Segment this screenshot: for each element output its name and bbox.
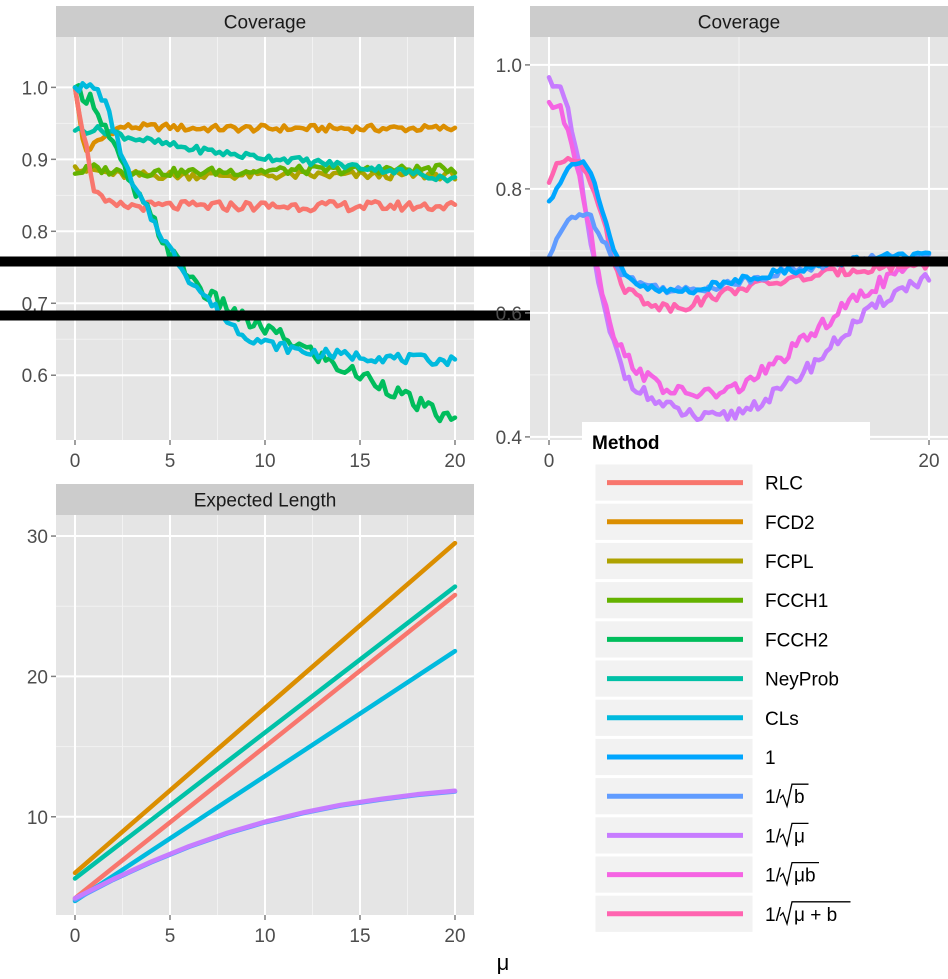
series-line-cls	[72, 648, 458, 904]
series-line-inv-sqrt-mub	[546, 99, 932, 400]
y-tick-label: 0.8	[496, 180, 522, 201]
panel-title: Coverage	[224, 13, 306, 34]
legend-title: Method	[592, 433, 660, 454]
legend-label-prefix: 1/	[765, 866, 782, 887]
x-tick-label: 0	[70, 926, 81, 947]
legend-label: RLC	[765, 474, 803, 495]
x-tick-label: 10	[254, 926, 275, 947]
series-line-rlc	[72, 85, 458, 214]
y-tick-label: 1.0	[22, 78, 48, 99]
legend-label: CLs	[765, 709, 799, 730]
x-tick-label: 0	[544, 451, 555, 472]
series-line-fcd2	[72, 85, 458, 154]
series-line-cls	[72, 81, 458, 368]
sqrt-sign	[779, 861, 819, 887]
legend-item: 1	[594, 737, 776, 777]
coverage-panel-right: Coverage 0 20 0.4 0.6 0.8 1.0	[0, 6, 948, 472]
y-tick-label: 20	[27, 667, 48, 688]
y-tick-label: 0.9	[22, 150, 48, 171]
y-tick-label: 0.8	[22, 222, 48, 243]
x-axis-title: μ	[497, 950, 510, 975]
x-tick-label: 20	[918, 451, 939, 472]
y-tick-label: 0.6	[496, 304, 522, 325]
legend-item: 1/b	[594, 777, 809, 816]
legend-item: 1/μb	[594, 855, 819, 894]
panel-title: Expected Length	[194, 491, 337, 512]
legend-item: FCCH2	[594, 620, 828, 659]
x-tick-label: 5	[165, 451, 176, 472]
legend-label-prefix: 1/	[765, 826, 782, 847]
panel-strip	[56, 6, 474, 37]
legend-item: 1/μ + b	[594, 894, 851, 933]
panel-title: Coverage	[698, 13, 780, 34]
series-line-fcd2	[72, 540, 458, 876]
legend-label: FCD2	[765, 513, 815, 534]
series-line-neyprob	[72, 124, 458, 184]
minor-gridlines	[530, 37, 948, 440]
legend-label-prefix: 1/	[765, 905, 782, 926]
legend-item: FCD2	[594, 502, 815, 541]
major-gridlines	[56, 515, 474, 915]
legend-label-radicand: μ	[794, 826, 805, 847]
legend-label-prefix: 1/	[765, 787, 782, 808]
series-group	[72, 540, 458, 904]
legend-label-radicand: μ + b	[794, 905, 837, 926]
legend-label: NeyProb	[765, 670, 839, 691]
sqrt-sign	[779, 783, 809, 809]
y-tick-label: 0.6	[22, 366, 48, 387]
legend-label: FCCH2	[765, 630, 828, 651]
legend-label-radicand: b	[794, 787, 805, 808]
legend-label-radicand: μb	[794, 866, 816, 887]
x-tick-label: 15	[349, 451, 370, 472]
y-tick-label: 10	[27, 808, 48, 829]
y-tick-label: 30	[27, 527, 48, 548]
x-tick-label: 0	[70, 451, 81, 472]
x-tick-label: 10	[254, 451, 275, 472]
y-tick-label: 0.7	[22, 294, 48, 315]
y-tick-label: 0.4	[496, 428, 523, 449]
x-tick-label: 20	[444, 451, 465, 472]
legend-item: RLC	[594, 463, 803, 502]
legend-label: 1	[765, 748, 776, 769]
series-group	[72, 81, 458, 424]
panel-strip	[56, 484, 474, 515]
legend-item: 1/μ	[594, 816, 809, 855]
legend-item: CLs	[594, 698, 799, 737]
sqrt-sign	[779, 822, 809, 848]
legend-item: FCCH1	[594, 581, 828, 620]
x-tick-label: 15	[349, 926, 370, 947]
series-line-neyprob	[72, 584, 458, 881]
legend-item: FCPL	[594, 541, 814, 581]
series-line-rlc	[72, 592, 458, 901]
legend-item: NeyProb	[594, 659, 839, 698]
x-tick-label: 5	[165, 926, 176, 947]
legend: Method RLC FCD2 FCPL FCCH1 FCCH2 NeyProb CLs 1 1/…	[582, 422, 870, 967]
y-tick-label: 1.0	[496, 56, 522, 77]
series-line-inv-sqrt-mu	[72, 788, 458, 901]
x-tick-label: 20	[444, 926, 465, 947]
legend-label: FCCH1	[765, 591, 828, 612]
panel-strip	[530, 6, 948, 37]
expected-length-panel: Expected Length 0 5 10 15 20 10 20 30	[27, 484, 474, 947]
legend-label: FCPL	[765, 552, 814, 573]
major-gridlines	[56, 37, 474, 440]
sqrt-sign	[779, 901, 851, 927]
